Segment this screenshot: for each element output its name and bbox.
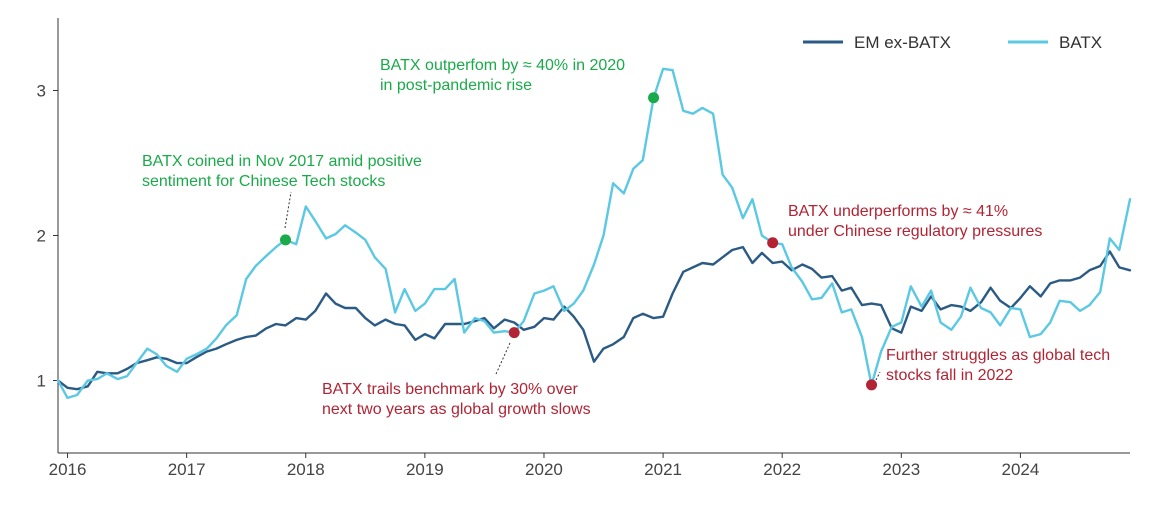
- series-line-em-ex-batx: [56, 245, 1132, 391]
- series-lines: [56, 67, 1132, 400]
- annotation-marker: [866, 379, 878, 391]
- x-tick-label: 2023: [882, 460, 920, 479]
- x-tick-label: 2024: [1002, 460, 1040, 479]
- legend-label: BATX: [1059, 33, 1102, 52]
- x-tick-label: 2020: [525, 460, 563, 479]
- annotation-text: BATX outperfom by ≈ 40% in 2020: [380, 57, 625, 74]
- annotation-text: BATX trails benchmark by 30% over: [322, 381, 578, 398]
- x-tick-label: 2017: [168, 460, 206, 479]
- annotations: BATX coined in Nov 2017 amid positive sen…: [142, 57, 1110, 418]
- y-tick-label: 3: [37, 82, 46, 101]
- series-line-batx: [56, 67, 1132, 400]
- y-tick-label: 2: [37, 227, 46, 246]
- annotation-text: in post-pandemic rise: [380, 77, 532, 94]
- legend-label: EM ex-BATX: [854, 33, 951, 52]
- annotation-text: under Chinese regulatory pressures: [788, 223, 1042, 240]
- annotation-marker: [508, 327, 520, 339]
- x-tick-label: 2016: [49, 460, 87, 479]
- annotation-leader: [284, 191, 292, 229]
- x-tick-label: 2019: [406, 460, 444, 479]
- annotation-text: Further struggles as global tech: [886, 347, 1110, 364]
- x-tick-label: 2018: [287, 460, 325, 479]
- annotation-text: BATX underperforms by ≈ 41%: [788, 203, 1008, 220]
- annotation-text: stocks fall in 2022: [886, 367, 1013, 384]
- y-ticks: 1 2 3: [37, 82, 58, 391]
- annotation-marker: [648, 92, 660, 104]
- y-tick-label: 1: [37, 372, 46, 391]
- annotation-leader: [495, 342, 511, 375]
- annotation-text: sentiment for Chinese Tech stocks: [142, 173, 385, 190]
- annotation-text: BATX coined in Nov 2017 amid positive: [142, 153, 422, 170]
- annotation-marker: [280, 234, 292, 246]
- annotation-text: next two years as global growth slows: [322, 401, 591, 418]
- x-ticks: 2016 2017 2018 2019 2020 2021 2022 2023 2024: [49, 453, 1040, 479]
- x-tick-label: 2021: [644, 460, 682, 479]
- legend: EM ex-BATX BATX: [803, 33, 1102, 52]
- annotation-marker: [767, 237, 779, 249]
- annotation-leader: [875, 371, 881, 381]
- x-tick-label: 2022: [763, 460, 801, 479]
